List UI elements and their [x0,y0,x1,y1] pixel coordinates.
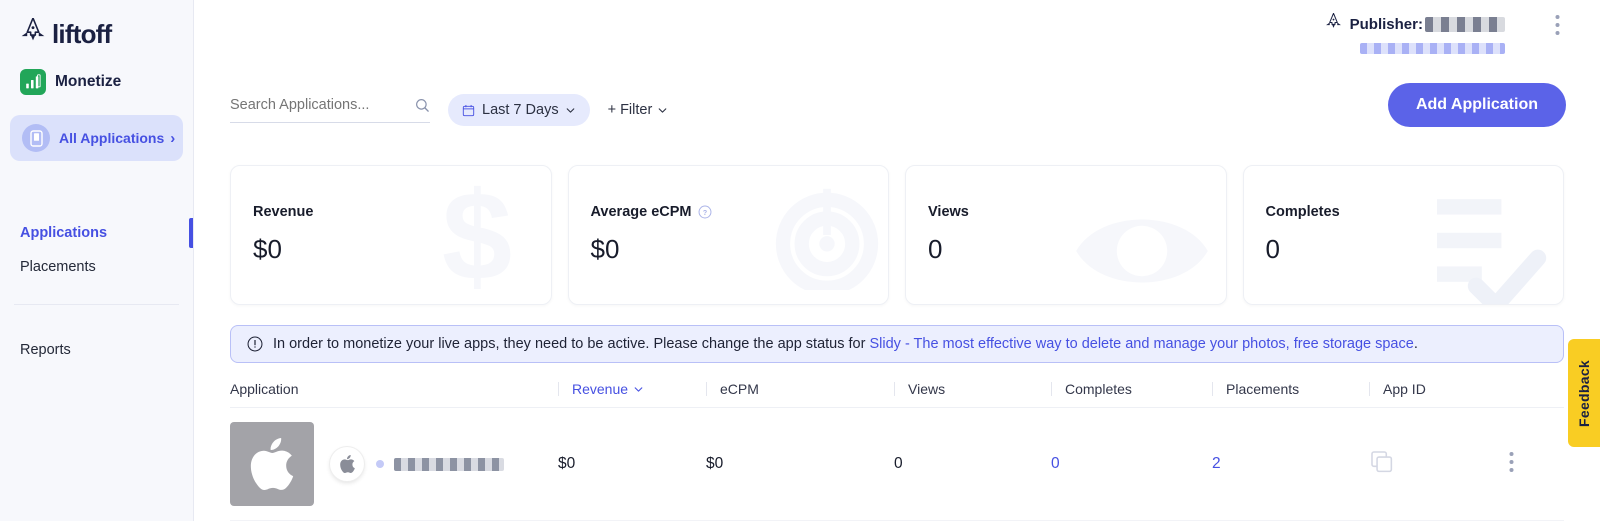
svg-text:$: $ [441,174,511,294]
svg-text:?: ? [702,210,706,217]
